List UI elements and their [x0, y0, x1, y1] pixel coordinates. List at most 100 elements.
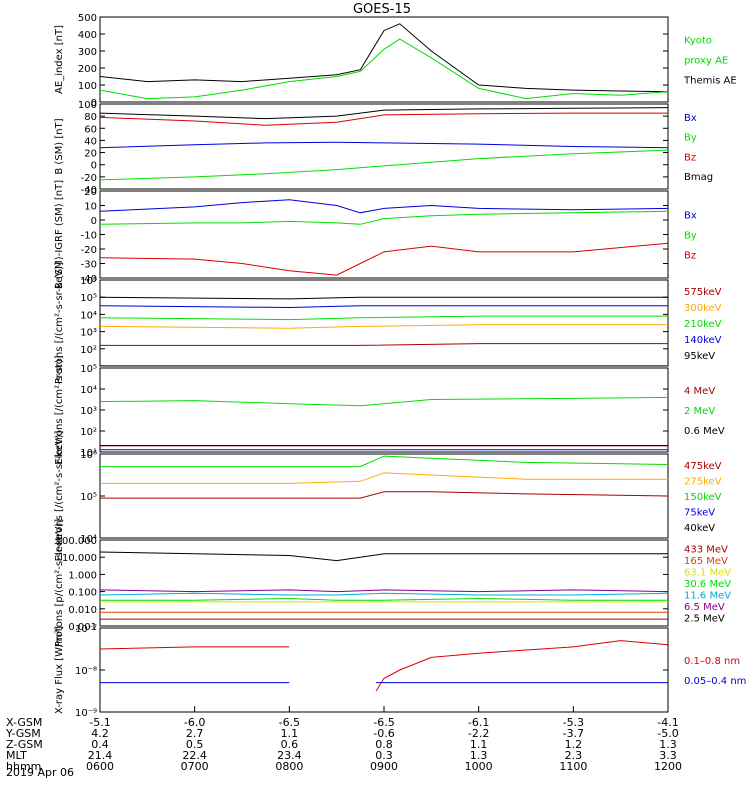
series-line-by: [99, 149, 669, 181]
legend-label: 475keV: [684, 461, 722, 472]
y-tick-label: 0: [91, 216, 97, 227]
y-tick-label: -20: [81, 245, 97, 256]
series-line-11-6-mev: [99, 592, 669, 596]
ephemeris-value: 22.4: [182, 749, 207, 762]
ephemeris-value: 0.4: [91, 738, 109, 751]
ephemeris-value: 1.1: [470, 738, 488, 751]
y-tick-label: 80: [84, 112, 97, 123]
y-tick-label: 10⁴: [80, 310, 97, 321]
series-line-150kev: [100, 455, 669, 468]
ephemeris-value: -3.7: [563, 727, 584, 740]
y-tick-label: 10¹: [80, 448, 97, 459]
series-line-0-1-0-8-nm: [99, 646, 290, 650]
legend-label: 0.6 MeV: [684, 426, 725, 437]
panel-frame: [99, 279, 669, 367]
y-tick-label: 20: [84, 149, 97, 160]
ephemeris-value: -5.3: [563, 716, 584, 729]
series-line-0-1-0-8-nm: [375, 640, 669, 692]
legend-label: 95keV: [684, 351, 715, 362]
y-tick-label: 10: [84, 202, 97, 213]
legend-label: 30.6 MeV: [684, 579, 731, 590]
y-tick-label: 200: [78, 64, 97, 75]
series-line-575kev: [100, 343, 668, 346]
series-line-30-6-mev: [100, 597, 668, 601]
legend-label: By: [684, 231, 697, 242]
y-tick-label: 100: [78, 81, 97, 92]
y-axis-label: B (SM) [nT]: [54, 118, 65, 174]
y-axis-label: X-ray Flux [W/m²]: [54, 626, 65, 714]
legend-label: 6.5 MeV: [684, 602, 725, 613]
legend-label: 2 MeV: [684, 406, 715, 417]
panel-electrons_kev: 10⁴ 10⁵ 10⁶ Electrons [/(cm²-s-sr-keV)] 475k…: [54, 431, 722, 562]
series-line-140kev: [99, 305, 668, 309]
ephemeris-value: 0.3: [375, 749, 393, 762]
y-tick-label: 0.010: [68, 605, 97, 616]
y-tick-label: 10²: [80, 427, 97, 438]
legend-label: 4 MeV: [684, 386, 715, 397]
y-axis-label: Electrons [/(cm²-s-sr)]: [54, 355, 65, 464]
series-line-95kev: [99, 296, 668, 300]
panel-b_igrf: -40 -30 -20 -10 0 10 20 B (SM)-IGRF (SM) [nT] Bx…: [54, 180, 697, 289]
ephemeris-value: -5.0: [657, 727, 678, 740]
y-tick-label: 10⁵: [80, 492, 97, 503]
y-tick-label: 300: [78, 47, 97, 58]
ephemeris-value: 0.8: [375, 738, 393, 751]
ephemeris-value: 23.4: [277, 749, 302, 762]
legend-label: 63.1 MeV: [684, 568, 731, 579]
y-tick-label: 100: [78, 100, 97, 111]
legend-label: 575keV: [684, 287, 722, 298]
ephemeris-value: 21.4: [88, 749, 113, 762]
y-tick-label: 0.100: [68, 588, 97, 599]
series-line-300kev: [99, 324, 668, 329]
y-tick-label: 10²: [80, 345, 97, 356]
plot-title: GOES-15: [353, 2, 411, 17]
y-tick-label: -40: [81, 185, 97, 196]
ephemeris-value: 0700: [181, 760, 209, 773]
y-tick-label: 10⁶: [80, 450, 97, 461]
legend-label: 300keV: [684, 303, 722, 314]
y-tick-label: 10⁻⁹: [75, 708, 97, 719]
ephemeris-value: 0.6: [281, 738, 299, 751]
series-line-210kev: [99, 315, 668, 321]
y-tick-label: -20: [81, 173, 97, 184]
y-axis-label: AE_index [nT]: [54, 25, 65, 94]
series-line-275kev: [100, 472, 668, 484]
y-tick-label: 10⁻⁷: [75, 624, 97, 635]
panel-frame: [99, 16, 669, 103]
y-tick-label: 1.000: [68, 570, 97, 581]
ephemeris-value: 1100: [559, 760, 587, 773]
legend-label: Themis AE: [683, 76, 737, 87]
ephemeris-value: 0.5: [186, 738, 204, 751]
y-tick-label: 0.001: [68, 622, 97, 633]
y-tick-label: 100.000: [56, 536, 97, 547]
legend-label: 433 MeV: [684, 545, 728, 556]
ephemeris-value: -6.5: [279, 716, 300, 729]
ephemeris-value: 0900: [370, 760, 398, 773]
legend-label: By: [684, 133, 697, 144]
ephemeris-value: 1000: [465, 760, 493, 773]
y-axis-label: Electrons [/(cm²-s-sr-keV)]: [54, 431, 65, 562]
ephemeris-value: -4.1: [657, 716, 678, 729]
legend-label: 210keV: [684, 319, 722, 330]
ephemeris-value: 0600: [86, 760, 114, 773]
ephemeris-value: 1.3: [659, 738, 677, 751]
ephemeris-value: -2.2: [468, 727, 489, 740]
ephemeris-row-label: Y-GSM: [5, 727, 41, 740]
legend-label: Bz: [684, 152, 696, 163]
legend-label: 2.5 MeV: [684, 613, 725, 624]
y-tick-label: 500: [78, 13, 97, 24]
legend-label: Bx: [684, 211, 697, 222]
y-axis-label: B (SM)-IGRF (SM) [nT]: [54, 180, 65, 289]
legend-label: 0.1–0.8 nm: [684, 656, 740, 667]
y-tick-label: 40: [84, 136, 97, 147]
series-line-bx: [99, 199, 669, 214]
y-tick-label: 10⁻⁸: [75, 666, 97, 677]
legend-label: Bmag: [684, 172, 713, 183]
y-tick-label: -10: [81, 231, 97, 242]
panel-xray: 10⁻⁹ 10⁻⁸ 10⁻⁷ X-ray Flux [W/m²] 0.1–0.8 nm 0…: [54, 624, 746, 719]
